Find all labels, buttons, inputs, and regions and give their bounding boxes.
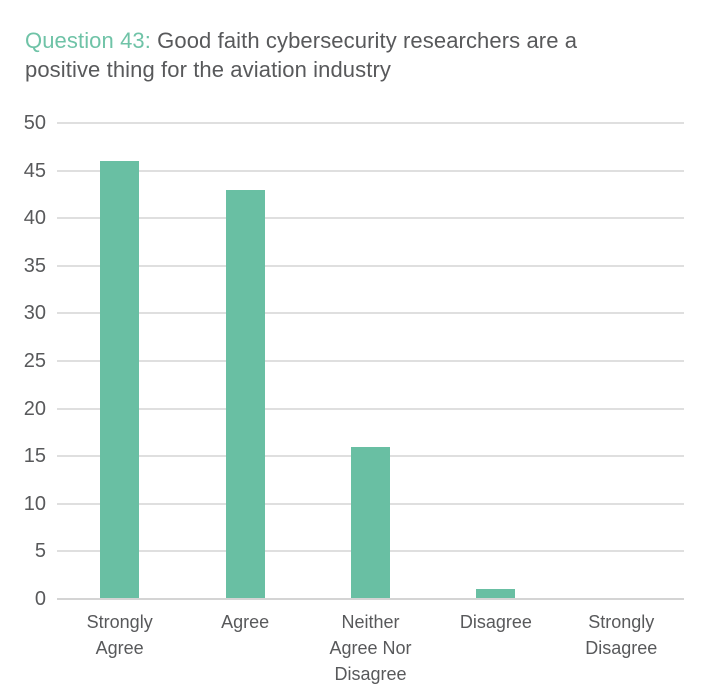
y-axis: 0 5 10 15 20 25 30 35 40 45 50 bbox=[0, 112, 46, 610]
x-axis-label-text-neither-agree-nor-disagree: Neither Agree Nor Disagree bbox=[329, 612, 412, 684]
gridline-45 bbox=[57, 169, 684, 172]
x-axis: Strongly Agree Agree Neither Agree Nor Dis… bbox=[57, 609, 684, 694]
y-tick-label-25: 25 bbox=[23, 350, 46, 372]
x-axis-label-agree: Agree bbox=[182, 609, 307, 635]
y-tick-label-5: 5 bbox=[34, 540, 46, 563]
y-tick-label-40: 40 bbox=[23, 207, 46, 230]
bar-disagree bbox=[476, 589, 516, 599]
y-tick-label-30: 30 bbox=[23, 302, 46, 325]
y-tick-label-10: 10 bbox=[23, 492, 46, 515]
bar-agree bbox=[225, 189, 265, 599]
chart-title-text: Good faith cybersecurity researchers are… bbox=[25, 28, 578, 82]
x-axis-label-disagree: Disagree bbox=[433, 609, 558, 635]
x-axis-label-text-strongly-agree: Strongly Agree bbox=[86, 612, 153, 658]
x-axis-label-strongly-disagree: Strongly Disagree bbox=[559, 609, 684, 661]
gridline-35 bbox=[57, 264, 684, 267]
y-tick-label-0: 0 bbox=[34, 588, 46, 610]
x-axis-label-text-disagree: Disagree bbox=[459, 612, 532, 632]
y-tick-label-45: 45 bbox=[23, 159, 46, 182]
gridline-25 bbox=[57, 360, 684, 362]
y-tick-label-15: 15 bbox=[23, 445, 46, 468]
y-tick-label-35: 35 bbox=[23, 254, 46, 277]
gridline-30 bbox=[57, 312, 684, 315]
x-axis-label-text-strongly-disagree: Strongly Disagree bbox=[585, 612, 658, 658]
x-axis-baseline bbox=[57, 598, 684, 600]
chart-title-prefix: Question 43: bbox=[25, 28, 151, 53]
bar-neither-agree-nor-disagree bbox=[351, 446, 390, 599]
x-axis-label-text-agree: Agree bbox=[221, 612, 270, 632]
y-tick-label-50: 50 bbox=[23, 112, 46, 134]
gridline-40 bbox=[57, 217, 684, 220]
gridline-50 bbox=[57, 122, 684, 124]
y-tick-label-20: 20 bbox=[23, 397, 46, 420]
gridline-20 bbox=[57, 407, 684, 410]
x-axis-label-strongly-agree: Strongly Agree bbox=[57, 609, 182, 661]
plot-area bbox=[57, 122, 684, 600]
chart-title: Question 43: Good faith cybersecurity re… bbox=[25, 26, 655, 84]
x-axis-label-neither-agree-nor-disagree: Neither Agree Nor Disagree bbox=[308, 609, 433, 687]
bar-strongly-agree bbox=[100, 161, 140, 599]
